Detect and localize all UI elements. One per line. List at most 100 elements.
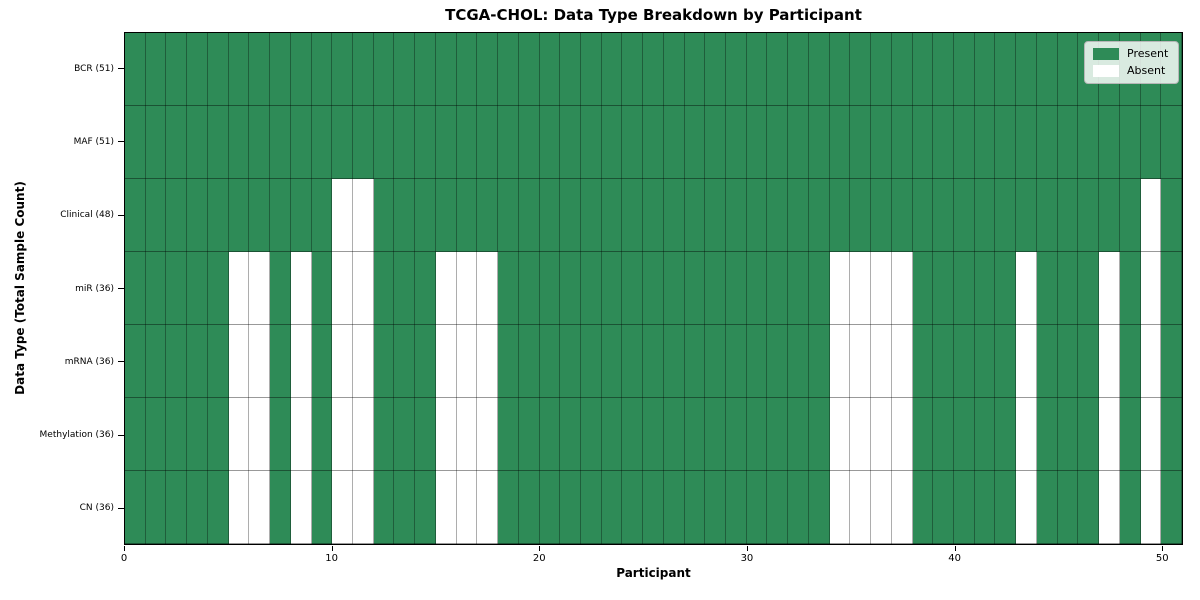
heatmap-cell [166, 325, 188, 398]
heatmap-cell [663, 106, 685, 179]
heatmap-cell [974, 33, 996, 106]
heatmap-cell [498, 325, 519, 398]
heatmap-cell [850, 179, 872, 252]
legend: Present Absent [1084, 41, 1180, 84]
heatmap-cell [249, 179, 271, 252]
heatmap-cell [373, 179, 395, 252]
heatmap-cell [1057, 325, 1079, 398]
heatmap-cell [850, 33, 872, 106]
heatmap-cell [788, 33, 809, 106]
heatmap-cell [435, 106, 457, 179]
x-tick-mark [1162, 546, 1164, 551]
heatmap-cell [643, 325, 664, 398]
heatmap-cell [1161, 471, 1182, 544]
y-tick-label: CN (36) [79, 503, 114, 514]
heatmap-cell [1057, 179, 1079, 252]
heatmap-cell [560, 325, 581, 398]
heatmap-cell [373, 252, 395, 325]
heatmap-cell [187, 106, 208, 179]
heatmap-cell [394, 471, 416, 544]
heatmap-cell [643, 179, 664, 252]
heatmap-cell [435, 471, 457, 544]
heatmap-cell [622, 252, 644, 325]
heatmap-cell [207, 179, 229, 252]
heatmap-cell [311, 252, 333, 325]
heatmap-cell [580, 398, 602, 471]
heatmap-cell [125, 33, 146, 106]
heatmap-cell [125, 471, 146, 544]
heatmap-cell [477, 325, 499, 398]
heatmap-cell [746, 179, 768, 252]
heatmap-cell [726, 33, 747, 106]
heatmap-cell [290, 33, 312, 106]
heatmap-cell [166, 33, 188, 106]
heatmap-cell [684, 106, 706, 179]
heatmap-cell [1016, 252, 1037, 325]
heatmap-cell [705, 106, 727, 179]
heatmap-cell [290, 106, 312, 179]
heatmap-cell [332, 252, 353, 325]
heatmap-cell [705, 179, 727, 252]
heatmap-cell [518, 398, 540, 471]
heatmap-cell [1161, 106, 1182, 179]
heatmap-cell [891, 325, 913, 398]
heatmap-cell [415, 325, 436, 398]
x-tick-mark [746, 546, 748, 551]
heatmap-cell [1140, 325, 1162, 398]
heatmap-cell [871, 106, 892, 179]
y-tick-mark [118, 361, 124, 363]
heatmap-cell [249, 325, 271, 398]
heatmap-cell [891, 33, 913, 106]
heatmap-cell [663, 179, 685, 252]
heatmap-cell [891, 252, 913, 325]
heatmap-cell [1161, 325, 1182, 398]
heatmap-cell [373, 325, 395, 398]
heatmap-cell [187, 179, 208, 252]
heatmap-cell [125, 179, 146, 252]
heatmap-cell [539, 398, 561, 471]
heatmap-cell [187, 325, 208, 398]
heatmap-cell [601, 106, 623, 179]
heatmap-cell [891, 179, 913, 252]
heatmap-cell [974, 106, 996, 179]
heatmap-cell [788, 106, 809, 179]
heatmap-cell [290, 398, 312, 471]
y-tick-mark [118, 507, 124, 509]
heatmap-cell [539, 325, 561, 398]
heatmap-cell [933, 398, 955, 471]
heatmap-cell [1057, 106, 1079, 179]
heatmap-cell [518, 252, 540, 325]
heatmap-cell [270, 179, 291, 252]
heatmap-cell [560, 106, 581, 179]
heatmap-cell [415, 33, 436, 106]
heatmap-cell [498, 106, 519, 179]
x-tick-mark [124, 546, 125, 551]
heatmap-cell [705, 33, 727, 106]
heatmap-cell [622, 325, 644, 398]
heatmap-cell [580, 252, 602, 325]
heatmap-cell [1036, 33, 1058, 106]
heatmap-cell [663, 325, 685, 398]
heatmap-cell [1119, 325, 1141, 398]
heatmap-cell [1016, 325, 1037, 398]
heatmap-cell [1016, 471, 1037, 544]
heatmap-cell [187, 33, 208, 106]
heatmap-cell [954, 471, 975, 544]
heatmap-cell [145, 179, 167, 252]
x-tick-label: 10 [325, 553, 339, 564]
heatmap-cell [352, 471, 374, 544]
heatmap-cell [1099, 252, 1120, 325]
heatmap-cell [1078, 252, 1100, 325]
heatmap-cell [332, 106, 353, 179]
heatmap-cell [912, 179, 934, 252]
heatmap-cell [601, 398, 623, 471]
heatmap-cell [746, 252, 768, 325]
heatmap-cell [871, 325, 892, 398]
heatmap-cell [1099, 106, 1120, 179]
heatmap-cell [974, 179, 996, 252]
heatmap-cell [643, 471, 664, 544]
heatmap-cell [477, 179, 499, 252]
heatmap-cell [1057, 252, 1079, 325]
heatmap-cell [995, 398, 1017, 471]
heatmap-cell [788, 471, 809, 544]
